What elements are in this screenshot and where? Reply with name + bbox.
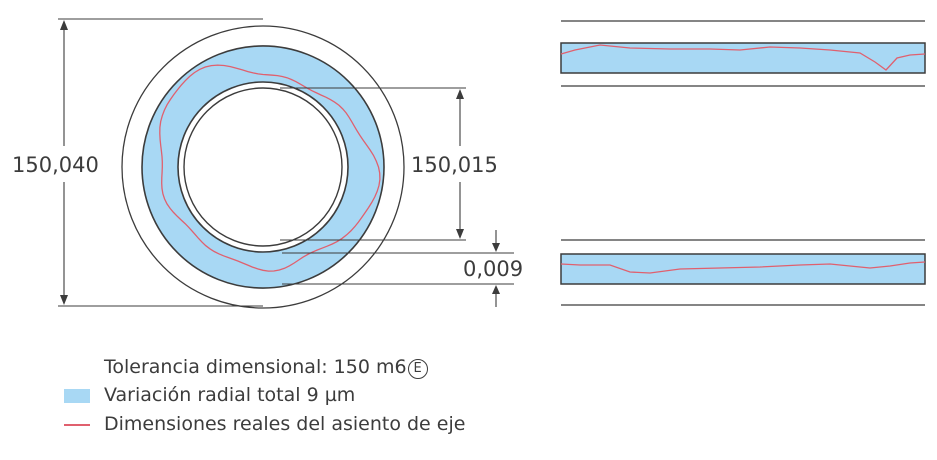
inner-diameter-label: 150,015: [411, 153, 498, 177]
dimension-inner: 150,015: [280, 87, 498, 241]
tolerance-band-ring: [141, 45, 385, 289]
radial-variation-label: 0,009: [463, 257, 523, 281]
arrow-down-icon: [60, 295, 68, 305]
circle-section: [121, 25, 405, 309]
dimension-variation: 0,009: [282, 230, 523, 307]
outer-housing-circle: [121, 25, 405, 309]
arrow-up-icon: [456, 89, 464, 99]
shaft-inner-circle: [183, 87, 343, 247]
tolerance-band-bottom: [560, 253, 926, 285]
arrow-down-icon: [456, 229, 464, 239]
arrow-up-icon: [492, 285, 500, 294]
actual-dimension-profile-top: [560, 44, 926, 71]
actual-dimension-profile-bottom: [560, 261, 926, 274]
actual-dimension-profile-circle: [159, 64, 381, 272]
arrow-up-icon: [60, 20, 68, 30]
longitudinal-section: [560, 20, 926, 306]
tolerance-band-top: [560, 42, 926, 74]
dimension-outer: 150,040: [12, 18, 263, 307]
outer-diameter-label: 150,040: [12, 153, 99, 177]
arrow-down-icon: [492, 243, 500, 252]
